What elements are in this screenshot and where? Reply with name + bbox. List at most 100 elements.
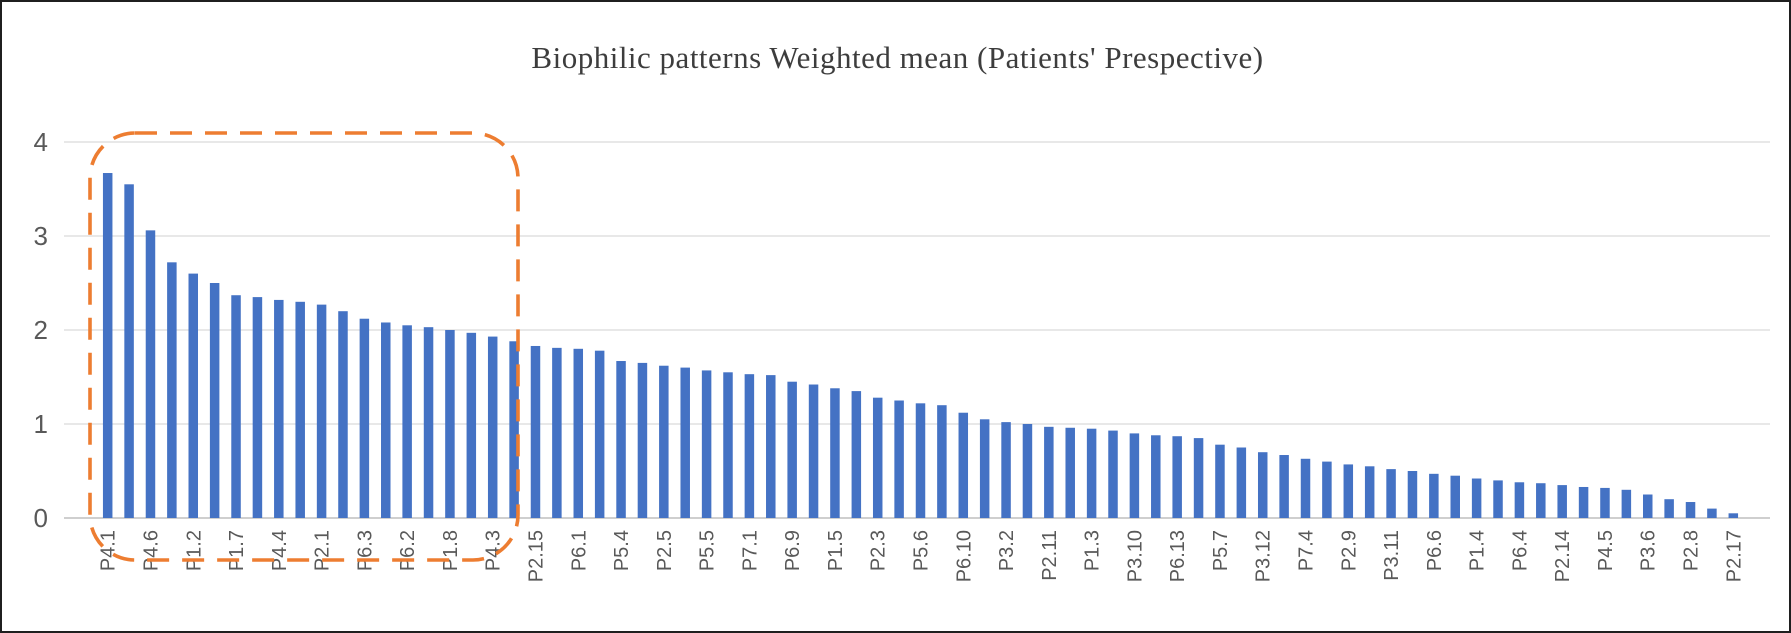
bar — [1108, 430, 1118, 518]
bar — [188, 273, 199, 518]
bar — [573, 348, 584, 518]
x-axis-tick-label: P2.8 — [1681, 530, 1703, 571]
bar — [1215, 444, 1225, 518]
bar — [1022, 424, 1033, 518]
bar — [1343, 464, 1354, 518]
bar — [1001, 422, 1011, 518]
bar — [145, 230, 156, 519]
x-axis-tick-label: P5.5 — [697, 530, 719, 571]
bar — [1300, 458, 1311, 518]
bar — [766, 375, 776, 518]
bar — [637, 362, 648, 518]
x-axis-tick-label: P6.10 — [953, 530, 975, 582]
x-axis-tick-label: P3.6 — [1638, 530, 1660, 571]
bar — [487, 336, 498, 518]
x-axis-tick-label: P4.4 — [269, 530, 291, 571]
bar — [252, 297, 263, 518]
x-axis-tick-label: P2.17 — [1723, 530, 1745, 582]
bar — [1065, 427, 1075, 518]
bar — [1407, 471, 1418, 518]
bar — [338, 311, 348, 518]
x-axis-tick-label: P2.3 — [868, 530, 890, 571]
bar — [1172, 436, 1182, 518]
bar — [124, 184, 134, 519]
x-axis-tick-label: P7.1 — [739, 530, 761, 571]
bar — [167, 262, 177, 518]
x-axis-tick-label: P3.11 — [1381, 530, 1403, 581]
x-axis-tick-label: P3.2 — [996, 530, 1018, 571]
bar — [402, 325, 412, 518]
bar — [808, 384, 819, 518]
x-axis-tick-label: P3.12 — [1253, 530, 1275, 582]
bar — [231, 295, 241, 518]
x-axis-tick-label: P4.6 — [140, 530, 162, 571]
x-axis-tick-label: P2.14 — [1552, 530, 1574, 582]
bar — [445, 330, 455, 518]
bar — [423, 327, 434, 518]
bar — [723, 372, 733, 518]
bar — [915, 403, 926, 518]
x-axis-tick-label: P1.8 — [440, 530, 462, 571]
bar — [102, 173, 113, 518]
bar — [1129, 433, 1140, 518]
x-axis-tick-label: P6.13 — [1167, 530, 1189, 582]
x-axis-tick-label: P6.9 — [782, 530, 804, 571]
bar — [872, 397, 883, 518]
bar — [659, 365, 669, 518]
bar — [1707, 508, 1717, 518]
bar — [830, 388, 840, 518]
bar — [509, 341, 519, 518]
x-axis-tick-label: P3.10 — [1124, 530, 1146, 582]
y-axis-tick-label: 0 — [34, 503, 48, 533]
bar — [381, 322, 391, 518]
bar — [1364, 466, 1375, 518]
x-axis-tick-label: P5.6 — [911, 530, 933, 571]
x-axis-tick-label: P1.4 — [1467, 530, 1489, 571]
x-axis-tick-label: P1.7 — [226, 530, 248, 571]
bar — [958, 412, 969, 518]
bar — [1236, 447, 1247, 518]
bar — [1536, 483, 1546, 518]
x-axis-tick-label: P1.3 — [1082, 530, 1104, 571]
bar — [274, 299, 284, 518]
bar — [937, 405, 947, 518]
x-axis-tick-label: P2.5 — [654, 530, 676, 571]
bar — [594, 350, 605, 518]
x-axis-tick-label: P4.1 — [98, 530, 120, 571]
bar — [1514, 482, 1525, 518]
x-axis-tick-label: P2.15 — [525, 530, 547, 582]
bar — [1493, 480, 1503, 518]
bar — [1621, 489, 1632, 518]
bar — [530, 345, 541, 518]
x-axis-tick-label: P1.2 — [183, 530, 205, 571]
bar — [680, 367, 690, 518]
x-axis-tick-label: P7.4 — [1296, 530, 1318, 571]
bar — [1279, 455, 1289, 518]
x-axis-tick-label: P2.11 — [1039, 530, 1061, 581]
x-axis-tick-label: P5.7 — [1210, 530, 1232, 571]
bar — [1322, 461, 1332, 518]
bar — [359, 318, 370, 518]
bar — [466, 332, 477, 518]
x-axis-tick-label: P1.5 — [825, 530, 847, 571]
bar — [1044, 426, 1054, 518]
x-axis-tick-label: P6.1 — [568, 530, 590, 571]
bar — [1450, 475, 1460, 518]
x-axis-tick-label: P2.9 — [1338, 530, 1360, 571]
bar — [1642, 494, 1653, 518]
y-axis-tick-label: 4 — [34, 127, 48, 157]
y-axis-tick-label: 3 — [34, 221, 48, 251]
bar — [1151, 435, 1161, 518]
bar — [1429, 473, 1439, 518]
x-axis-tick-label: P6.4 — [1509, 530, 1531, 571]
bar — [1557, 485, 1567, 518]
bar — [316, 304, 327, 518]
bar — [701, 370, 712, 518]
x-axis-tick-label: P4.5 — [1595, 530, 1617, 571]
bar — [1086, 428, 1097, 518]
bar — [1193, 438, 1204, 518]
bar — [1471, 478, 1482, 518]
x-axis-tick-label: P6.6 — [1424, 530, 1446, 571]
bar — [1664, 499, 1674, 518]
